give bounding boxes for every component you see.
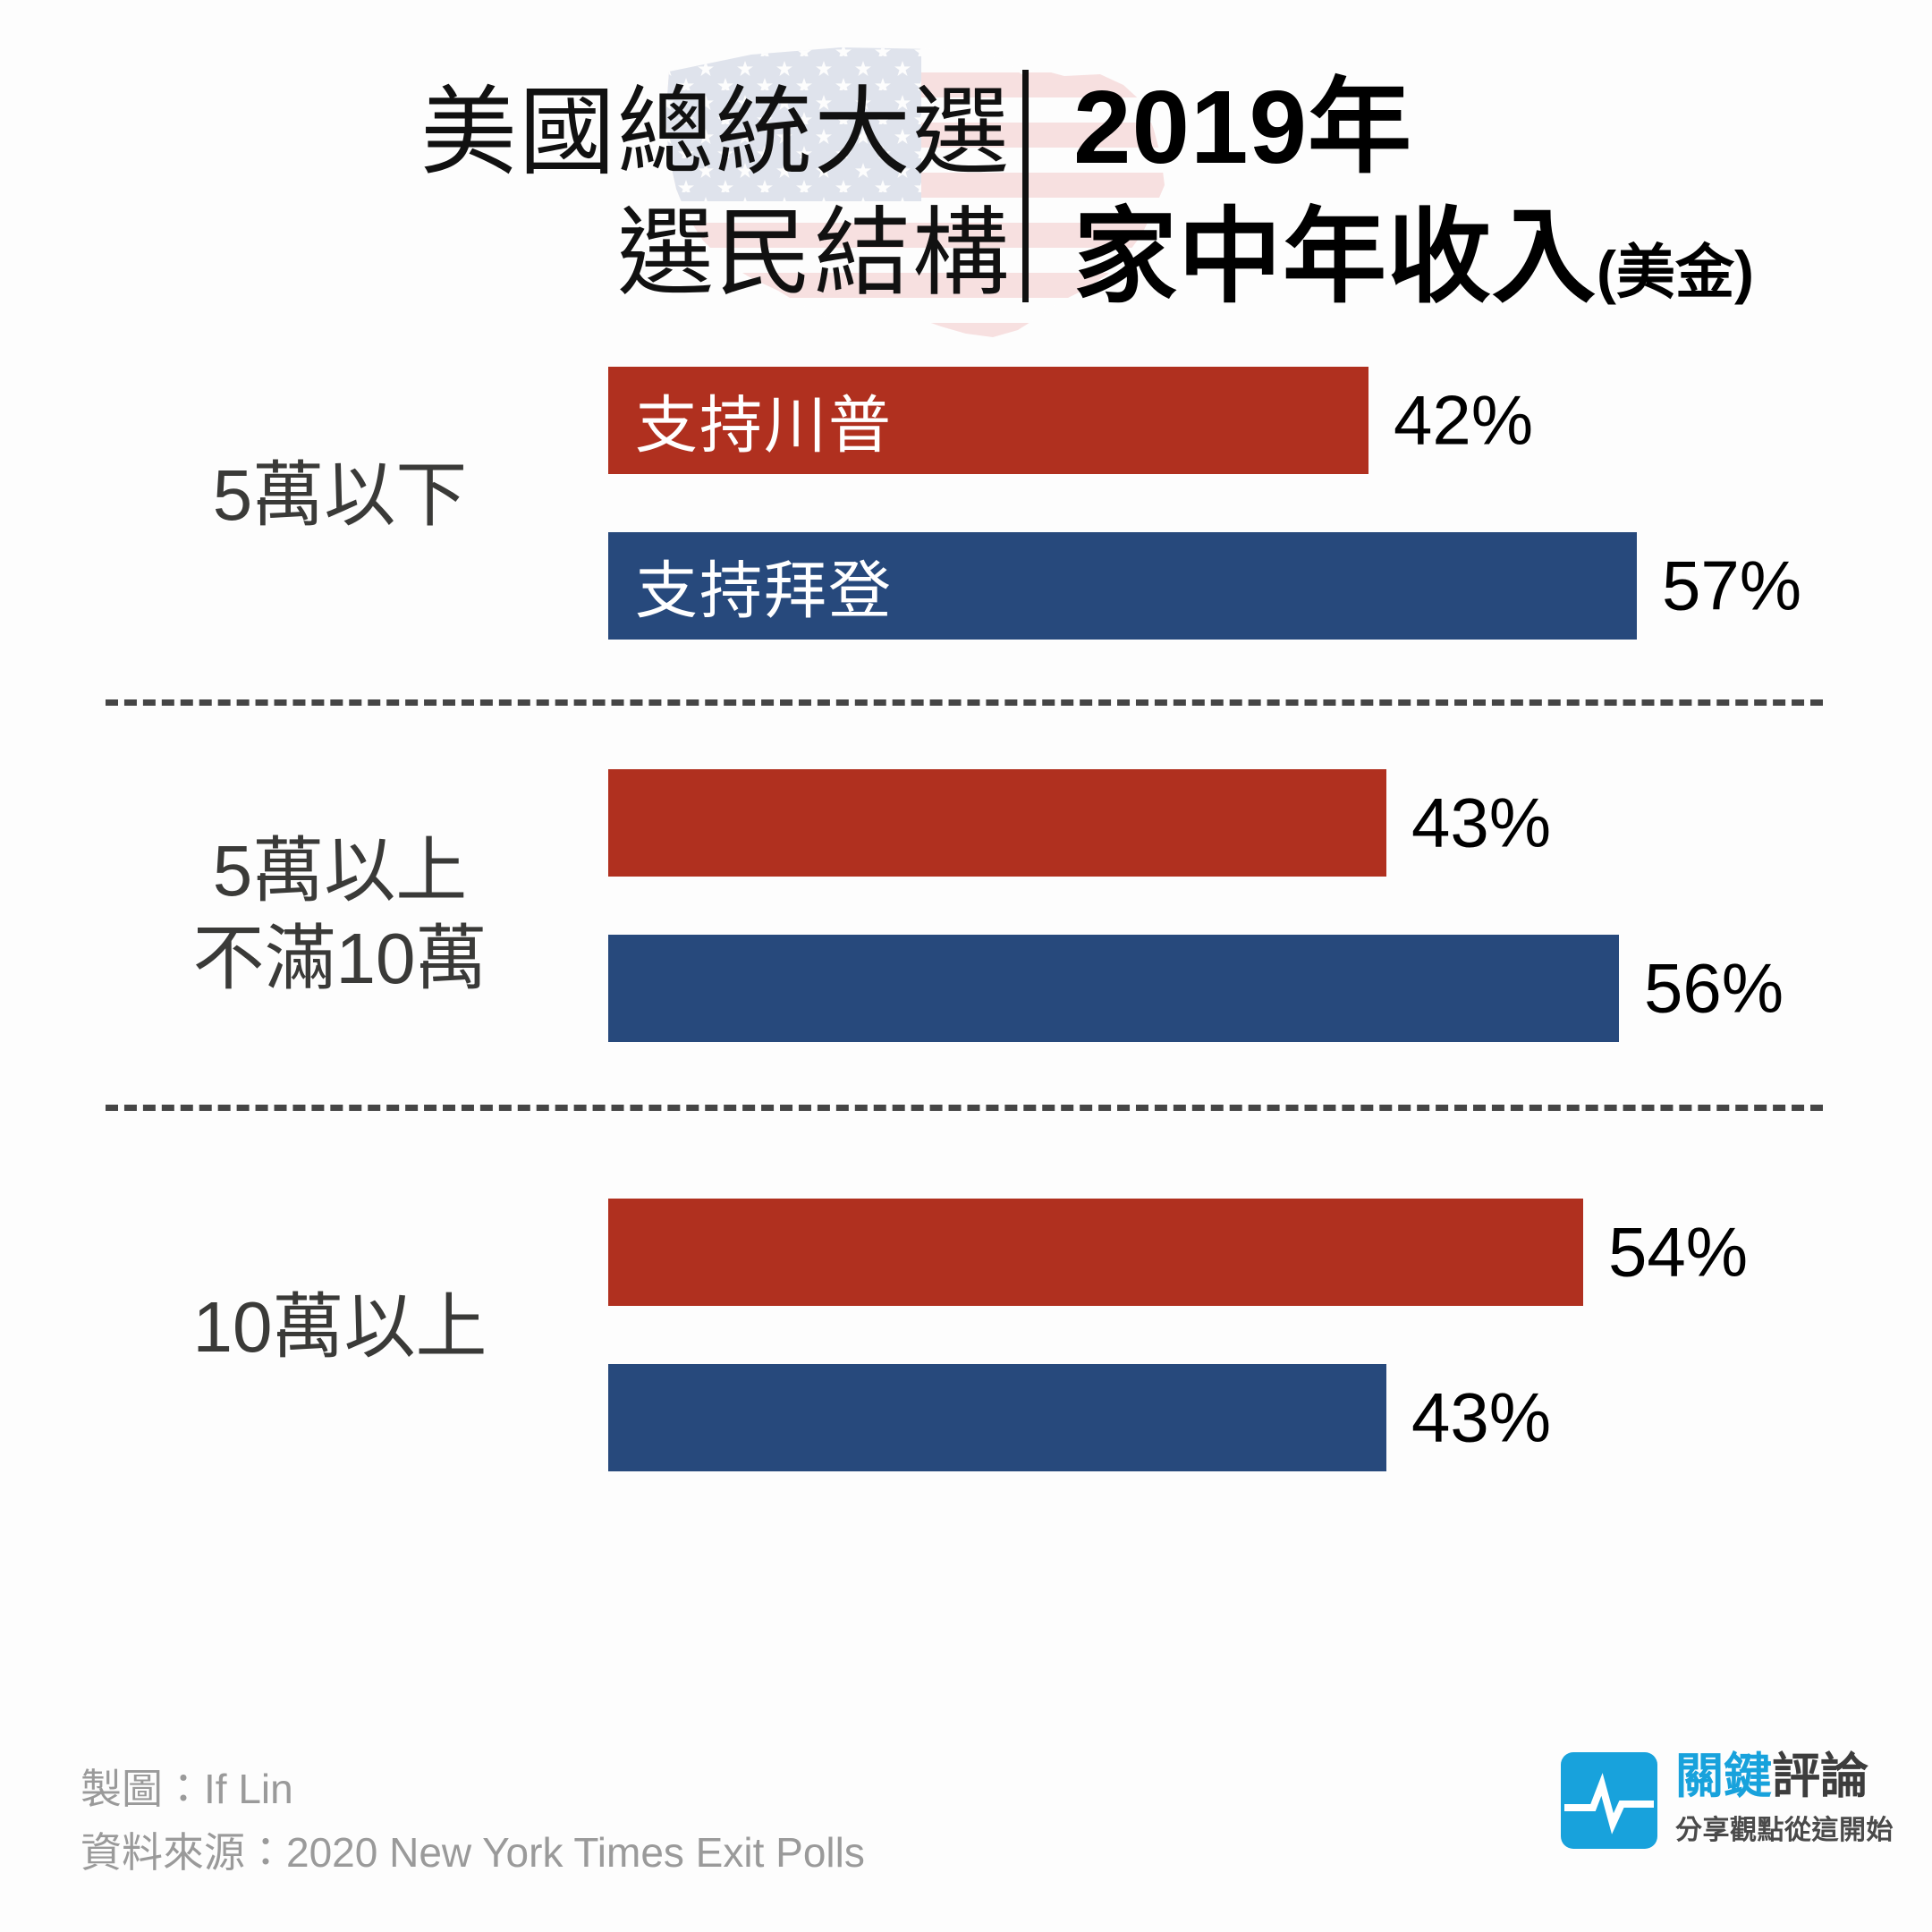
page-title-left: 美國總統大選 選民結構	[161, 72, 1011, 313]
title-right-line1: 2019年	[1073, 69, 1413, 185]
bar-chart: 5萬以下 支持川普 42% 支持拜登 57% 5萬以上 不滿10萬	[0, 358, 1932, 1699]
title-right-line2: 家中年收入(美金)	[1073, 192, 1932, 322]
category-label-over-100k: 10萬以上	[107, 1284, 572, 1371]
brand-name: 關鍵評論	[1675, 1749, 1899, 1804]
page-title-right: 2019年 家中年收入(美金)	[1073, 63, 1932, 322]
brand-name-part2: 評論	[1772, 1750, 1868, 1803]
bar-label-trump: 支持川普	[635, 390, 893, 461]
bar-value-biden-over-100k: 43%	[1411, 1377, 1552, 1457]
chart-group-under-50k: 5萬以下 支持川普 42% 支持拜登 57%	[0, 358, 1932, 742]
brand-name-part1: 關鍵	[1675, 1750, 1772, 1803]
title-right-currency-note: (美金)	[1597, 239, 1754, 305]
credits-block: 製圖：If Lin 資料來源：2020 New York Times Exit …	[80, 1758, 865, 1885]
bar-trump-under-50k[interactable]: 支持川普	[608, 367, 1368, 474]
bar-value-biden-50k-100k: 56%	[1644, 948, 1784, 1028]
category-label-line1: 5萬以上	[212, 831, 468, 911]
category-label-under-50k: 5萬以下	[107, 452, 572, 539]
bar-biden-under-50k[interactable]: 支持拜登	[608, 532, 1637, 640]
credit-author: 製圖：If Lin	[80, 1766, 293, 1812]
chart-group-over-100k: 10萬以上 54% 43%	[0, 1145, 1932, 1565]
category-label-50k-100k: 5萬以上 不滿10萬	[107, 827, 572, 1002]
bar-trump-over-100k[interactable]	[608, 1199, 1583, 1306]
group-divider-1	[106, 699, 1823, 706]
bar-value-trump-50k-100k: 43%	[1411, 783, 1552, 862]
title-left-line1: 美國總統大選	[419, 78, 1011, 186]
category-label-line1: 10萬以上	[192, 1287, 487, 1367]
footer: 製圖：If Lin 資料來源：2020 New York Times Exit …	[0, 1735, 1932, 1932]
chart-group-50k-100k: 5萬以上 不滿10萬 43% 56%	[0, 742, 1932, 1145]
bar-value-trump-over-100k: 54%	[1608, 1212, 1749, 1292]
bar-value-biden-under-50k: 57%	[1662, 546, 1802, 625]
header: 美國總統大選 選民結構 2019年 家中年收入(美金)	[0, 0, 1932, 358]
category-label-line1: 5萬以下	[212, 455, 468, 535]
title-left-line2: 選民結構	[616, 199, 1011, 307]
group-divider-2	[106, 1105, 1823, 1111]
title-divider	[1022, 70, 1029, 302]
brand-tagline: 分享觀點從這開始	[1675, 1816, 1894, 1846]
brand-logo-text: 關鍵評論 分享觀點從這開始	[1675, 1749, 1899, 1847]
bar-trump-50k-100k[interactable]	[608, 769, 1386, 877]
bar-label-biden: 支持拜登	[635, 555, 893, 626]
bar-biden-50k-100k[interactable]	[608, 935, 1619, 1042]
category-label-line2: 不滿10萬	[192, 918, 487, 998]
credit-source: 資料來源：2020 New York Times Exit Polls	[80, 1829, 865, 1877]
bar-value-trump-under-50k: 42%	[1394, 380, 1534, 460]
pulse-wave-icon	[1561, 1752, 1657, 1849]
brand-logo[interactable]: 關鍵評論 分享觀點從這開始	[1561, 1749, 1894, 1865]
bar-biden-over-100k[interactable]	[608, 1364, 1386, 1471]
title-right-main: 家中年收入	[1073, 199, 1597, 315]
